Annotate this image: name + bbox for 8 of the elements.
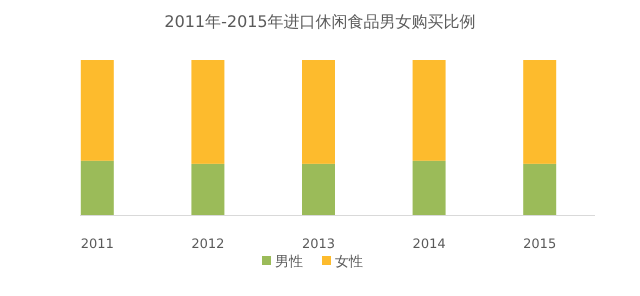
x-tick-label: 2012 [191,237,224,252]
legend-label: 女性 [335,254,363,270]
x-tick-label: 2013 [302,237,336,252]
x-tick-label: 2015 [523,237,556,252]
x-tick-label: 2011 [80,237,114,252]
chart-title: 2011年-2015年进口休闲食品男女购买比例 [164,12,476,31]
legend-label: 男性 [275,254,303,270]
x-tick-label: 2014 [412,237,446,252]
